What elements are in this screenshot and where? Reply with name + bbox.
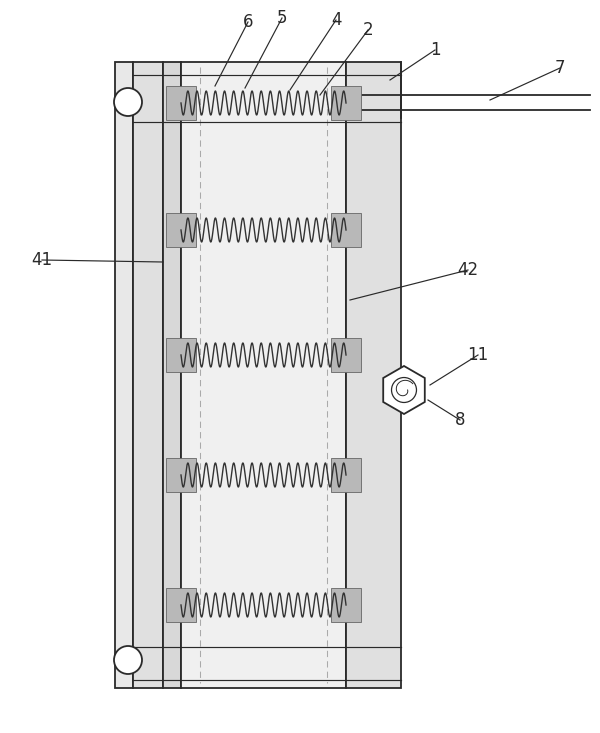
Bar bbox=[166, 458, 196, 492]
Bar bbox=[163, 62, 181, 688]
Bar bbox=[166, 86, 196, 120]
Bar bbox=[181, 62, 346, 688]
Circle shape bbox=[114, 646, 142, 674]
Bar bbox=[133, 62, 163, 688]
Bar bbox=[115, 62, 133, 688]
Bar bbox=[331, 86, 361, 120]
Text: 41: 41 bbox=[31, 251, 53, 269]
Text: 1: 1 bbox=[430, 41, 440, 59]
Text: 42: 42 bbox=[457, 261, 479, 279]
Bar bbox=[166, 338, 196, 372]
Bar bbox=[346, 62, 401, 688]
Text: 8: 8 bbox=[455, 411, 465, 429]
Text: 11: 11 bbox=[467, 346, 488, 364]
Circle shape bbox=[114, 88, 142, 116]
Bar bbox=[331, 458, 361, 492]
Bar bbox=[331, 588, 361, 622]
Text: 7: 7 bbox=[555, 59, 565, 77]
Bar bbox=[166, 213, 196, 247]
Text: 4: 4 bbox=[331, 11, 341, 29]
Text: 5: 5 bbox=[277, 9, 287, 27]
Text: 2: 2 bbox=[362, 21, 373, 39]
Bar bbox=[331, 338, 361, 372]
Bar bbox=[331, 213, 361, 247]
Bar bbox=[166, 588, 196, 622]
Text: 6: 6 bbox=[243, 13, 253, 31]
Polygon shape bbox=[383, 366, 425, 414]
